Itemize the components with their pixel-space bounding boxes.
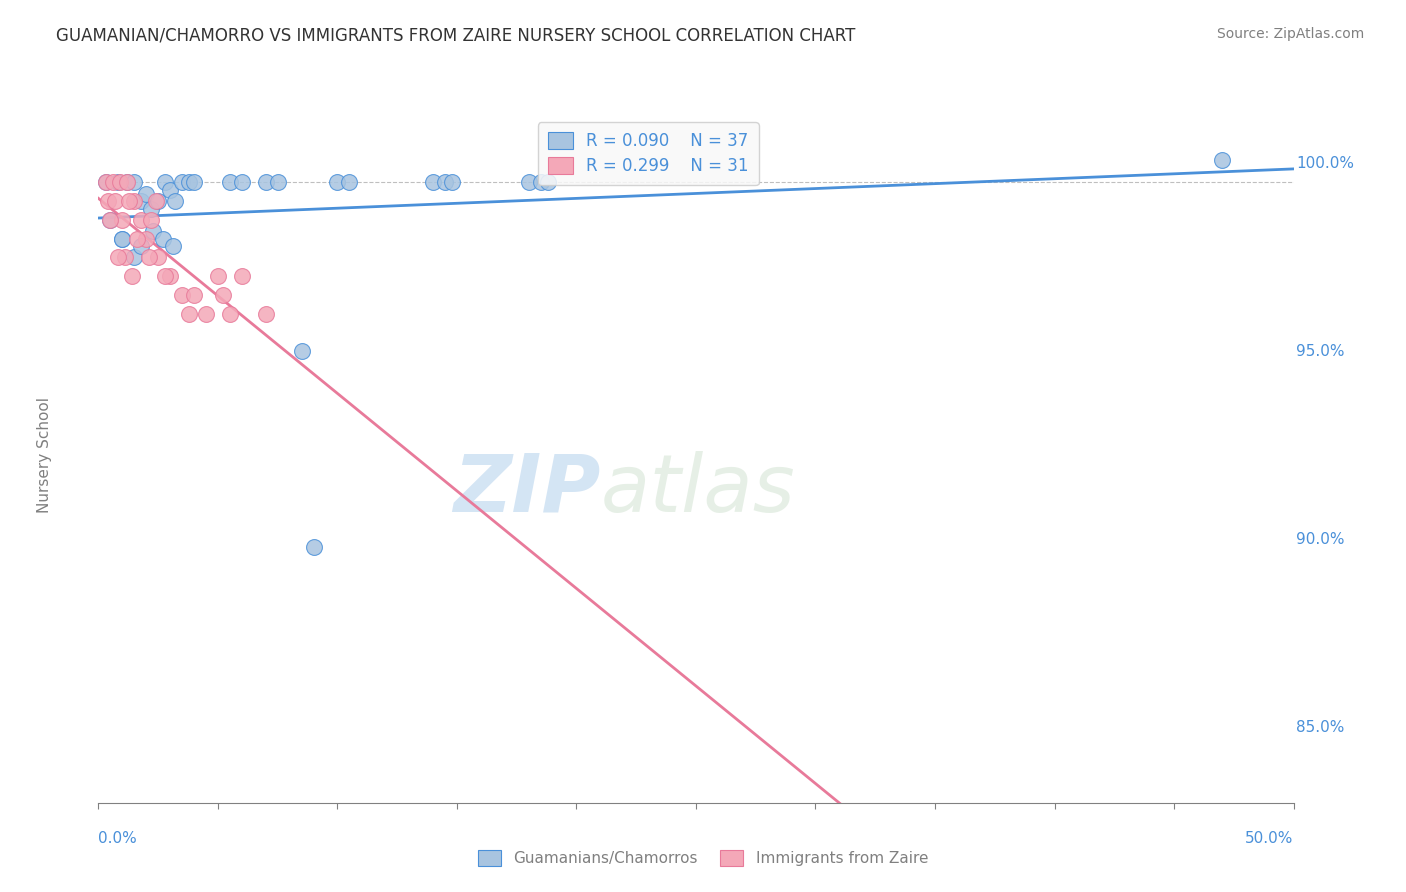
Point [111,232,134,246]
Text: ZIP: ZIP [453,450,600,529]
Point [131,194,153,208]
Point [219,307,242,321]
Point [145,194,167,208]
Text: 85.0%: 85.0% [1296,720,1344,735]
Point [107,251,129,265]
Point [115,175,138,189]
Point [433,175,456,189]
Point [211,288,233,302]
Point [231,175,253,189]
Point [104,194,127,208]
Point [94,175,117,189]
Point [231,269,253,284]
Point [108,175,131,189]
Point [1211,153,1233,167]
Text: 50.0%: 50.0% [1246,830,1294,846]
Point [124,175,146,189]
Point [422,175,444,189]
Point [138,251,160,265]
Point [219,175,242,189]
Point [155,269,177,284]
Point [179,307,201,321]
Point [267,175,290,189]
Point [517,175,540,189]
Point [159,183,181,197]
Text: 90.0%: 90.0% [1296,532,1344,547]
Point [290,344,312,359]
Point [152,232,174,246]
Point [107,175,129,189]
Point [148,194,170,208]
Point [118,194,141,208]
Point [537,175,560,189]
Point [135,232,157,246]
Point [98,212,122,227]
Text: Source: ZipAtlas.com: Source: ZipAtlas.com [1216,27,1364,41]
Point [124,194,146,208]
Point [194,307,217,321]
Point [101,175,124,189]
Point [441,175,464,189]
Point [131,239,153,253]
Point [172,175,194,189]
Point [94,175,117,189]
Point [135,186,157,201]
Point [337,175,360,189]
Point [114,251,136,265]
Point [139,212,162,227]
Point [111,232,134,246]
Point [142,224,165,238]
Text: 100.0%: 100.0% [1296,156,1354,171]
Legend: Guamanians/Chamorros, Immigrants from Zaire: Guamanians/Chamorros, Immigrants from Za… [468,841,938,875]
Point [172,288,194,302]
Point [121,269,143,284]
Text: Nursery School: Nursery School [37,397,52,513]
Point [131,212,153,227]
Point [183,175,205,189]
Point [159,269,181,284]
Point [125,232,148,246]
Text: 0.0%: 0.0% [98,830,138,846]
Point [302,540,325,554]
Point [162,239,184,253]
Point [529,175,551,189]
Point [111,212,134,227]
Point [254,175,277,189]
Point [155,175,177,189]
Point [124,251,146,265]
Point [98,212,122,227]
Text: atlas: atlas [600,450,796,529]
Point [179,175,201,189]
Point [326,175,349,189]
Text: GUAMANIAN/CHAMORRO VS IMMIGRANTS FROM ZAIRE NURSERY SCHOOL CORRELATION CHART: GUAMANIAN/CHAMORRO VS IMMIGRANTS FROM ZA… [56,27,856,45]
Point [254,307,277,321]
Point [97,194,120,208]
Point [139,202,162,216]
Point [148,251,170,265]
Point [183,288,205,302]
Text: 95.0%: 95.0% [1296,344,1344,359]
Point [115,175,138,189]
Legend: R = 0.090    N = 37, R = 0.299    N = 31: R = 0.090 N = 37, R = 0.299 N = 31 [537,122,759,186]
Point [207,269,229,284]
Point [163,194,186,208]
